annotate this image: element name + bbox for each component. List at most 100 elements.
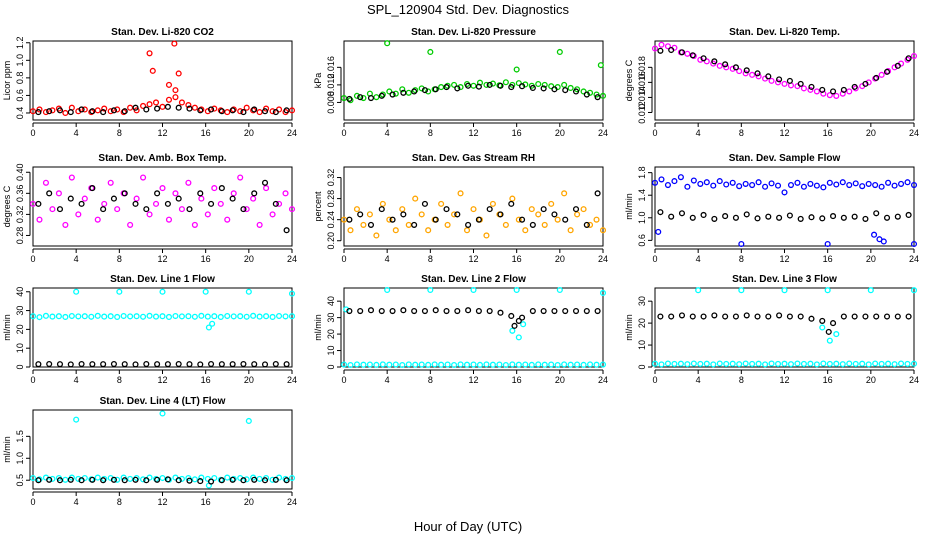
plot-frame bbox=[654, 40, 915, 121]
data-point-black bbox=[511, 322, 518, 329]
y-axis-label: degrees C bbox=[2, 185, 12, 227]
data-point-red bbox=[149, 67, 156, 74]
data-point-cyan bbox=[774, 360, 782, 367]
data-point-black bbox=[100, 361, 107, 368]
data-point-black bbox=[700, 313, 707, 320]
data-point-black bbox=[465, 307, 472, 314]
data-point-cyan bbox=[211, 313, 218, 320]
data-point-black bbox=[508, 312, 515, 320]
data-point-red bbox=[185, 102, 192, 109]
data-point-black bbox=[443, 84, 450, 91]
data-point-orange bbox=[599, 227, 607, 234]
y-tick-label: 0.20 bbox=[326, 232, 336, 250]
data-point-cyan bbox=[340, 361, 348, 368]
data-point-magenta bbox=[217, 200, 224, 207]
data-point-cyan bbox=[379, 361, 386, 368]
y-axis-label: ml/min bbox=[2, 436, 12, 463]
data-point-cyan bbox=[781, 287, 788, 294]
x-tick-label: 8 bbox=[117, 375, 122, 385]
data-point-magenta bbox=[865, 79, 872, 86]
data-point-black bbox=[432, 216, 439, 223]
data-point-black bbox=[894, 213, 901, 220]
data-point-magenta bbox=[755, 73, 762, 80]
data-point-cyan bbox=[178, 313, 185, 320]
data-point-orange bbox=[541, 221, 548, 228]
plot-frame bbox=[32, 166, 293, 247]
data-point-black bbox=[240, 360, 247, 368]
data-point-blue bbox=[800, 183, 807, 190]
data-point-magenta bbox=[62, 221, 69, 228]
data-point-black bbox=[668, 213, 675, 220]
data-point-black bbox=[825, 328, 832, 335]
data-point-black bbox=[56, 107, 64, 114]
data-point-black bbox=[35, 109, 42, 116]
data-point-cyan bbox=[127, 475, 134, 482]
data-point-cyan bbox=[483, 361, 490, 368]
data-point-blue bbox=[658, 176, 665, 183]
data-point-red bbox=[62, 109, 69, 117]
data-point-black bbox=[367, 95, 375, 102]
data-point-cyan bbox=[245, 417, 252, 425]
data-point-black bbox=[722, 313, 729, 320]
data-point-green bbox=[597, 62, 604, 69]
data-point-cyan bbox=[88, 313, 95, 320]
data-point-black bbox=[819, 317, 826, 324]
data-point-cyan bbox=[548, 361, 555, 368]
data-point-cyan bbox=[755, 360, 762, 367]
data-point-cyan bbox=[224, 474, 231, 481]
y-axis-label: kPa bbox=[313, 73, 323, 89]
data-point-cyan bbox=[353, 361, 361, 368]
data-point-black bbox=[873, 74, 880, 81]
data-point-cyan bbox=[94, 474, 101, 481]
data-point-black bbox=[432, 307, 439, 314]
data-point-cyan bbox=[852, 360, 859, 367]
data-point-black bbox=[240, 477, 247, 484]
panel-9: Stan. Dev. Line 3 Flow ml/min 0 4 8 12 16 20 24 0… bbox=[624, 274, 919, 385]
data-point-black bbox=[229, 195, 236, 202]
data-point-black bbox=[154, 476, 161, 483]
data-point-black bbox=[862, 215, 869, 222]
x-tick-label: 20 bbox=[244, 375, 254, 385]
data-point-cyan bbox=[762, 361, 769, 368]
data-point-black bbox=[486, 307, 493, 315]
data-point-black bbox=[208, 106, 215, 113]
data-point-cyan bbox=[502, 361, 509, 369]
data-point-black bbox=[251, 106, 258, 113]
data-point-orange bbox=[567, 227, 574, 234]
data-point-magenta bbox=[658, 41, 665, 48]
data-point-magenta bbox=[768, 77, 775, 84]
data-point-black bbox=[251, 190, 258, 197]
data-point-cyan bbox=[198, 312, 205, 319]
data-point-blue bbox=[859, 183, 866, 190]
y-tick-label: 10 bbox=[326, 346, 336, 356]
panel-8: Stan. Dev. Line 2 Flow ml/min 0 4 8 12 16 20 24 0… bbox=[313, 274, 608, 385]
plot-frame bbox=[32, 409, 293, 490]
x-tick-label: 16 bbox=[823, 375, 833, 385]
data-point-cyan bbox=[159, 410, 166, 417]
data-point-green bbox=[470, 82, 477, 89]
data-point-magenta bbox=[742, 70, 749, 77]
data-point-orange bbox=[515, 216, 522, 223]
data-point-black bbox=[743, 211, 750, 218]
data-point-magenta bbox=[800, 85, 807, 92]
data-point-blue bbox=[904, 179, 911, 186]
x-tick-label: 4 bbox=[74, 128, 79, 138]
data-point-magenta bbox=[178, 206, 185, 213]
data-point-black bbox=[218, 361, 225, 368]
data-point-red bbox=[107, 108, 114, 115]
data-point-green bbox=[438, 84, 445, 91]
data-point-black bbox=[357, 94, 364, 101]
data-point-magenta bbox=[127, 221, 134, 228]
data-point-cyan bbox=[807, 360, 814, 367]
data-point-black bbox=[508, 84, 515, 91]
data-point-cyan bbox=[833, 360, 840, 367]
data-point-black bbox=[562, 307, 569, 315]
data-point-magenta bbox=[237, 174, 244, 181]
data-point-black bbox=[529, 84, 536, 92]
data-point-blue bbox=[885, 179, 892, 186]
data-point-magenta bbox=[716, 62, 723, 69]
data-point-black bbox=[229, 361, 236, 368]
panel-title: Stan. Dev. Li-820 CO2 bbox=[111, 27, 214, 38]
data-point-cyan bbox=[146, 312, 153, 319]
x-tick-label: 8 bbox=[117, 497, 122, 507]
